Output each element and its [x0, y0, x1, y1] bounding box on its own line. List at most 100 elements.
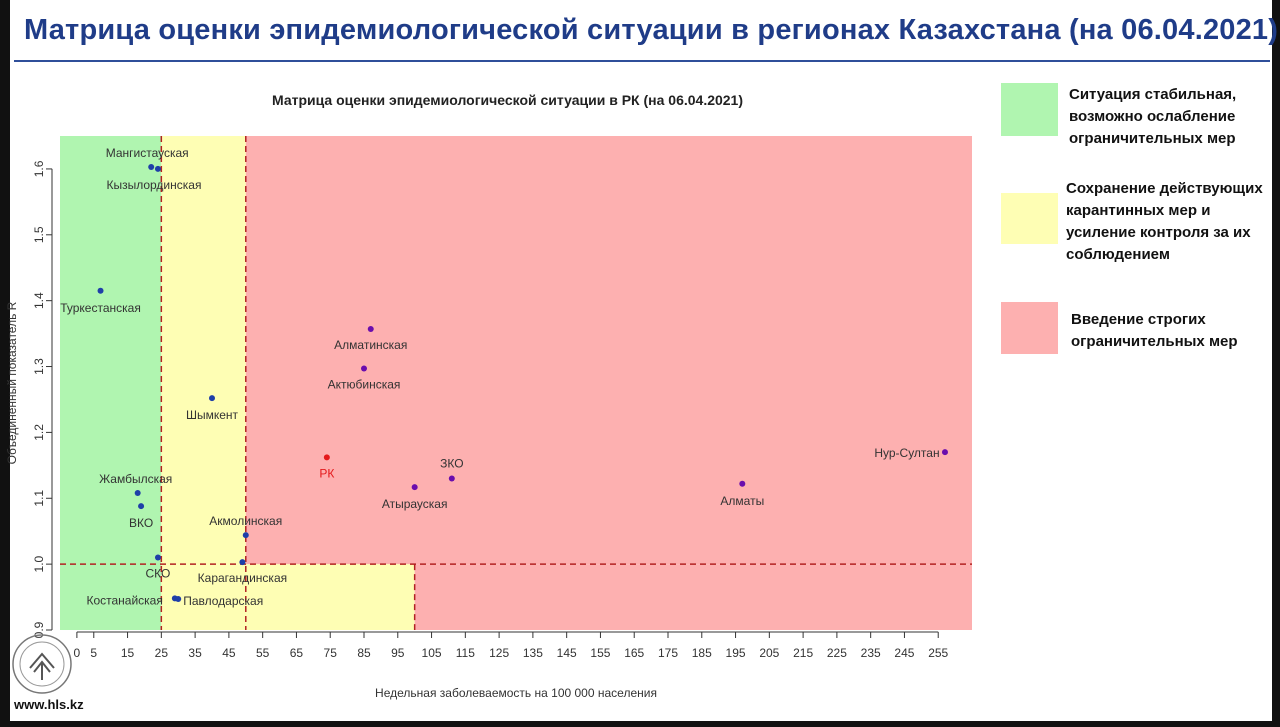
data-point	[941, 449, 948, 456]
data-point-label: Кызылординская	[106, 178, 201, 192]
y-tick-label: 1.2	[32, 424, 46, 441]
zone-yellow	[161, 136, 246, 565]
x-tick-label: 185	[692, 646, 712, 660]
x-tick-label: 45	[222, 646, 236, 660]
site-url: www.hls.kz	[14, 697, 84, 712]
x-tick-label: 15	[121, 646, 135, 660]
zone-yellow	[161, 564, 415, 630]
data-point	[154, 554, 161, 561]
data-point	[209, 395, 215, 402]
x-tick-label: 195	[726, 646, 746, 660]
legend-line: Сохранение действующих	[1066, 180, 1263, 197]
data-point	[138, 503, 145, 510]
legend-swatch-green	[1001, 83, 1058, 136]
hls-logo-icon	[12, 634, 72, 694]
x-tick-label: 235	[861, 646, 881, 660]
y-tick-label: 1.6	[32, 160, 46, 177]
data-point	[242, 532, 249, 539]
data-point	[448, 475, 455, 482]
x-tick-label: 245	[894, 646, 914, 660]
legend-line: карантинных мер и	[1066, 202, 1211, 219]
x-tick-label: 225	[827, 646, 847, 660]
data-point-label: Мангистауская	[106, 146, 189, 160]
legend-line: усиление контроля за их	[1066, 224, 1251, 241]
legend-line: ограничительных мер	[1069, 130, 1236, 147]
y-tick-label: 1.3	[32, 358, 46, 375]
x-tick-label: 65	[290, 646, 304, 660]
data-point-label: Жамбылская	[99, 472, 172, 486]
title-underline	[14, 60, 1270, 62]
y-axis-label: Объединенный показатель R	[5, 301, 19, 464]
chart-title: Матрица оценки эпидемиологической ситуац…	[272, 92, 744, 108]
x-tick-label: 75	[324, 646, 338, 660]
x-tick-label: 175	[658, 646, 678, 660]
data-point	[361, 365, 367, 372]
legend-text-yellow: Сохранение действующих карантинных мер и…	[1066, 178, 1263, 266]
y-tick-label: 0.9	[32, 621, 46, 638]
data-point	[97, 287, 104, 294]
x-tick-label: 125	[489, 646, 509, 660]
y-tick-label: 1.0	[32, 555, 46, 572]
data-point-label: Атырауская	[382, 497, 448, 511]
window-frame-bottom	[0, 721, 1280, 727]
legend-line: ограничительных мер	[1071, 333, 1238, 350]
legend-text-green: Ситуация стабильная, возможно ослабление…	[1069, 84, 1236, 150]
legend-line: Введение строгих	[1071, 311, 1206, 328]
x-tick-label: 115	[456, 646, 475, 660]
x-tick-label: 0	[74, 646, 81, 660]
data-point	[367, 325, 374, 332]
slide-title: Матрица оценки эпидемиологической ситуац…	[24, 14, 1279, 46]
window-frame-right	[1272, 0, 1280, 727]
data-point	[148, 163, 155, 170]
window-frame-left	[0, 0, 10, 727]
legend-line: возможно ослабление	[1069, 108, 1236, 125]
data-point	[134, 489, 141, 496]
zone-red	[414, 564, 973, 630]
x-tick-label: 35	[188, 646, 202, 660]
x-tick-label: 55	[256, 646, 270, 660]
x-tick-label: 215	[793, 646, 813, 660]
data-point-label: Туркестанская	[60, 301, 141, 315]
legend-swatch-yellow	[1001, 193, 1058, 244]
x-tick-label: 5	[90, 646, 97, 660]
data-point-label: Костанайская	[86, 593, 162, 607]
data-point-label: Акмолинская	[209, 514, 282, 528]
data-point	[239, 559, 246, 566]
x-tick-label: 85	[357, 646, 371, 660]
x-axis-label: Недельная заболеваемость на 100 000 насе…	[375, 686, 657, 700]
data-point-label: ЗКО	[440, 457, 463, 471]
x-tick-label: 25	[155, 646, 169, 660]
y-tick-label: 1.1	[32, 490, 46, 507]
x-tick-label: 155	[590, 646, 610, 660]
data-point-label: Алматы	[720, 494, 764, 508]
data-point-label: Карагандинская	[198, 571, 287, 585]
data-point-label: Нур-Султан	[874, 446, 939, 460]
x-tick-label: 95	[391, 646, 405, 660]
x-tick-label: 255	[928, 646, 948, 660]
data-point	[739, 480, 746, 487]
data-point-label: Актюбинская	[328, 378, 401, 392]
y-tick-label: 1.5	[32, 226, 46, 243]
x-tick-label: 165	[624, 646, 644, 660]
data-point	[175, 596, 182, 603]
data-point	[323, 454, 330, 461]
data-point-label: СКО	[146, 567, 171, 581]
data-point	[154, 165, 161, 172]
y-tick-label: 1.4	[32, 292, 46, 309]
data-point	[411, 484, 418, 491]
x-tick-label: 105	[422, 646, 442, 660]
data-point-label: Павлодарская	[183, 594, 263, 608]
data-point-label: Алматинская	[334, 338, 407, 352]
data-point-label: РК	[319, 466, 334, 480]
x-tick-label: 135	[523, 646, 543, 660]
legend-text-red: Введение строгих ограничительных мер	[1071, 309, 1238, 353]
zone-red	[245, 136, 972, 565]
x-tick-label: 205	[759, 646, 779, 660]
legend-swatch-red	[1001, 302, 1058, 354]
data-point-label: ВКО	[129, 516, 153, 530]
zone-green	[60, 136, 162, 630]
legend-line: соблюдением	[1066, 246, 1170, 263]
data-point-label: Шымкент	[186, 408, 239, 422]
x-tick-label: 145	[557, 646, 577, 660]
